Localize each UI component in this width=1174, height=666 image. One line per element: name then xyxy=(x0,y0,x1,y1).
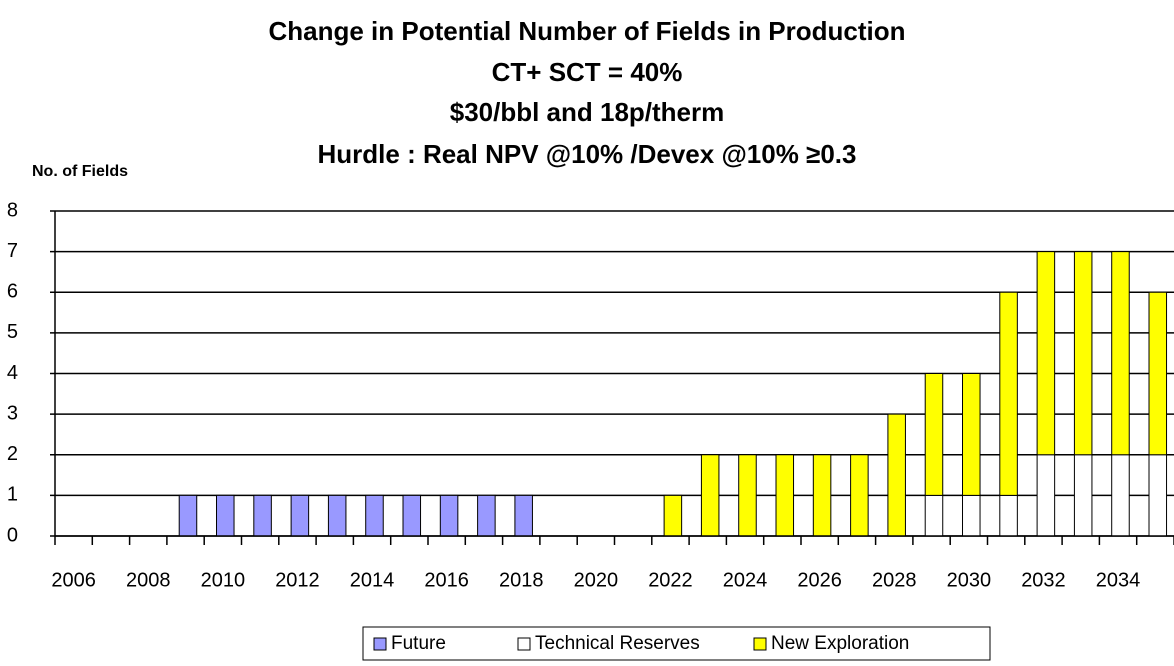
bar-segment xyxy=(812,454,832,537)
x-tick-label: 2034 xyxy=(1096,569,1141,591)
bar-segment xyxy=(178,494,198,537)
legend-label: Technical Reserves xyxy=(535,633,700,654)
bar-segment xyxy=(738,454,757,537)
bar-segment xyxy=(1111,454,1130,537)
x-tick-label: 2016 xyxy=(424,569,469,591)
bar-segment xyxy=(924,373,944,496)
y-tick-label: 3 xyxy=(7,402,18,424)
y-tick-label: 1 xyxy=(7,484,18,506)
bar-segment xyxy=(1148,291,1168,456)
bar-segment xyxy=(999,291,1018,496)
chart-title: $30/bbl and 18p/therm xyxy=(450,97,725,127)
bar-segment xyxy=(962,494,981,537)
bar-segment xyxy=(1073,454,1093,537)
bar-segment xyxy=(365,494,384,537)
bar-segment xyxy=(924,494,944,537)
bar-segment xyxy=(327,494,347,537)
bar-segment xyxy=(1073,251,1093,456)
bar-segment xyxy=(663,494,683,537)
legend-swatch xyxy=(753,637,767,651)
chart-title: CT+ SCT = 40% xyxy=(492,57,683,87)
bar-segment xyxy=(477,494,496,537)
y-tick-label: 5 xyxy=(7,321,18,343)
legend-swatch xyxy=(373,637,387,651)
bar-segment xyxy=(1036,454,1056,537)
bar-segment xyxy=(514,494,533,537)
bar-segment xyxy=(700,454,720,537)
x-tick-label: 2024 xyxy=(723,569,768,591)
bar-segment xyxy=(290,494,310,537)
y-axis-title: No. of Fields xyxy=(32,163,128,180)
x-tick-label: 2018 xyxy=(499,569,544,591)
bar-segment xyxy=(439,494,459,537)
y-tick-label: 8 xyxy=(7,199,18,221)
y-tick-label: 6 xyxy=(7,281,18,303)
legend-swatch xyxy=(517,637,531,651)
x-tick-label: 2026 xyxy=(797,569,842,591)
bar-segment xyxy=(1111,251,1130,456)
bar-segment xyxy=(850,454,869,537)
x-tick-label: 2010 xyxy=(201,569,246,591)
bar-segment xyxy=(887,413,906,537)
x-tick-label: 2020 xyxy=(574,569,619,591)
x-tick-label: 2012 xyxy=(275,569,320,591)
y-tick-label: 4 xyxy=(7,362,18,384)
x-tick-label: 2022 xyxy=(648,569,693,591)
chart-title: Hurdle : Real NPV @10% /Devex @10% ≥0.3 xyxy=(318,139,857,169)
x-tick-label: 2030 xyxy=(947,569,992,591)
bar-segment xyxy=(216,494,235,537)
y-tick-label: 2 xyxy=(7,443,18,465)
bar-segment xyxy=(999,494,1018,537)
x-tick-label: 2008 xyxy=(126,569,171,591)
chart-title: Change in Potential Number of Fields in … xyxy=(268,16,905,46)
bar-segment xyxy=(962,373,981,496)
bar-segment xyxy=(253,494,272,537)
y-tick-label: 0 xyxy=(7,524,18,546)
y-tick-label: 7 xyxy=(7,240,18,262)
bar-segment xyxy=(402,494,422,537)
bar-segment xyxy=(1036,251,1056,456)
bar-segment xyxy=(775,454,795,537)
legend-label: Future xyxy=(391,633,446,654)
x-tick-label: 2032 xyxy=(1021,569,1066,591)
bar-segment xyxy=(1148,454,1168,537)
legend-label: New Exploration xyxy=(771,633,909,654)
legend-box xyxy=(362,626,991,661)
x-tick-label: 2028 xyxy=(872,569,917,591)
x-tick-label: 2014 xyxy=(350,569,395,591)
x-tick-label: 2006 xyxy=(51,569,96,591)
